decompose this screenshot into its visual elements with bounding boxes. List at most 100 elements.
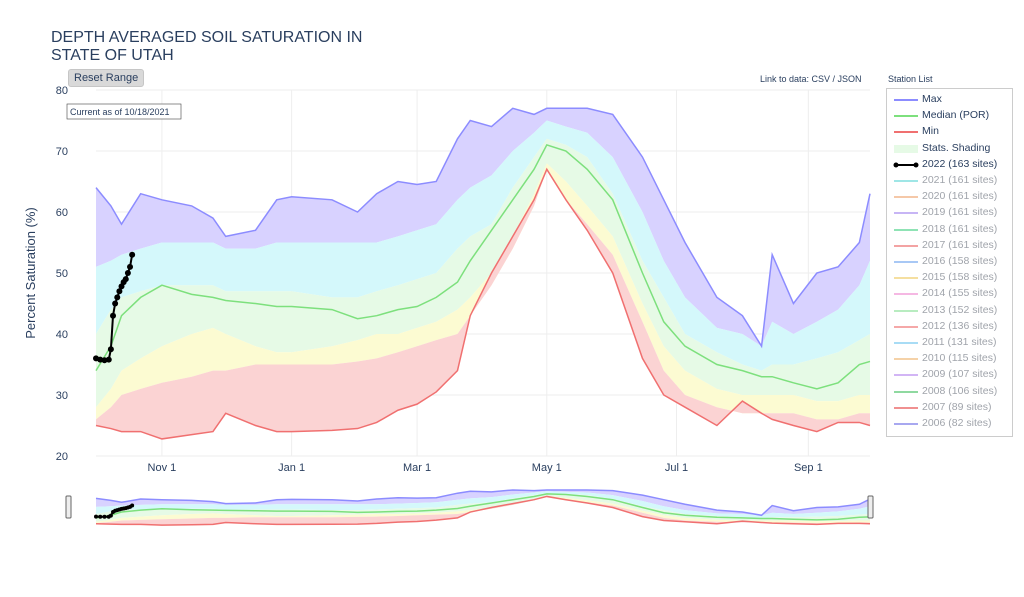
main-plot	[93, 107, 871, 440]
legend-label: Max	[922, 93, 942, 105]
legend-label: 2008 (106 sites)	[922, 384, 998, 397]
legend-label: 2018 (161 sites)	[922, 222, 998, 235]
legend-label: 2021 (161 sites)	[922, 174, 998, 186]
legend-label: 2010 (115 sites)	[922, 352, 997, 365]
y-tick-label: 20	[56, 451, 68, 463]
y-tick-label: 30	[56, 390, 68, 402]
legend-label: 2017 (161 sites)	[922, 238, 998, 251]
legend: Max Median (POR) Min Stats. Shading 2022 (16…	[886, 88, 1013, 437]
legend-label: 2013 (152 sites)	[922, 303, 998, 316]
legend-swatch	[894, 293, 918, 296]
legend-item[interactable]: 2013 (152 sites)	[887, 303, 1012, 318]
legend-label: 2015 (158 sites)	[922, 271, 998, 284]
y-tick-label: 40	[56, 329, 68, 341]
current-year-point	[114, 294, 121, 301]
current-year-point-mini	[130, 503, 135, 508]
current-year-point	[127, 263, 134, 270]
range-handle-right[interactable]	[867, 495, 874, 519]
annotation-box	[66, 103, 182, 120]
current-year-point	[107, 346, 114, 353]
legend-swatch	[894, 244, 918, 247]
legend-item[interactable]: 2009 (107 sites)	[887, 367, 1012, 382]
legend-item[interactable]: 2015 (158 sites)	[887, 270, 1012, 285]
y-tick-label: 80	[56, 85, 68, 97]
legend-label: Stats. Shading	[922, 141, 991, 154]
legend-item[interactable]: 2022 (163 sites)	[887, 157, 1012, 172]
station-list-link[interactable]: Station List	[888, 74, 933, 84]
current-year-point	[122, 276, 129, 283]
legend-swatch	[894, 228, 918, 231]
legend-item[interactable]: 2019 (161 sites)	[887, 205, 1012, 220]
legend-item[interactable]: 2007 (89 sites)	[887, 400, 1012, 415]
legend-label: 2007 (89 sites)	[922, 400, 992, 413]
legend-item[interactable]: 2020 (161 sites)	[887, 189, 1012, 204]
legend-item[interactable]: 2014 (155 sites)	[887, 286, 1012, 301]
legend-item[interactable]: 2008 (106 sites)	[887, 384, 1012, 399]
range-handle-left[interactable]	[65, 495, 72, 519]
legend-swatch	[894, 196, 918, 199]
legend-swatch	[894, 115, 918, 118]
legend-label: 2012 (136 sites)	[922, 319, 998, 332]
legend-swatch	[894, 325, 918, 328]
legend-item[interactable]: 2018 (161 sites)	[887, 222, 1012, 237]
median-line	[95, 143, 871, 390]
legend-label: 2006 (82 sites)	[922, 417, 992, 429]
legend-swatch	[894, 423, 918, 425]
legend-item[interactable]: Median (POR)	[887, 108, 1012, 123]
legend-item[interactable]: Max	[887, 92, 1012, 107]
legend-swatch	[894, 309, 918, 312]
reset-range-button[interactable]: Reset Range	[68, 69, 145, 87]
legend-label: 2009 (107 sites)	[922, 368, 998, 381]
legend-item[interactable]: 2006 (82 sites)	[887, 416, 1012, 431]
legend-item[interactable]: 2016 (158 sites)	[887, 254, 1012, 269]
legend-swatch	[894, 406, 918, 409]
y-tick-label: 60	[56, 207, 68, 219]
legend-item[interactable]: Min	[887, 124, 1012, 139]
legend-swatch	[894, 277, 918, 280]
x-tick-label: Jan 1	[278, 462, 305, 474]
legend-item[interactable]: 2011 (131 sites)	[887, 335, 1012, 350]
data-link[interactable]: Link to data: CSV / JSON	[760, 74, 862, 84]
legend-item[interactable]: Stats. Shading	[887, 141, 1012, 156]
x-tick-label: Nov 1	[148, 462, 177, 474]
legend-label: 2020 (161 sites)	[922, 190, 998, 203]
band-p90-p70-mini	[96, 491, 870, 518]
legend-item[interactable]: 2010 (115 sites)	[887, 351, 1012, 366]
max-line-mini	[95, 489, 871, 517]
legend-swatch	[893, 162, 919, 168]
legend-item[interactable]: 2021 (161 sites)	[887, 173, 1012, 188]
range-slider	[94, 489, 871, 526]
max-line	[95, 107, 871, 349]
legend-swatch	[894, 374, 918, 377]
y-axis-title: Percent Saturation (%)	[23, 207, 38, 339]
current-year-point-mini	[108, 513, 113, 518]
legend-label: 2011 (131 sites)	[922, 336, 997, 348]
x-tick-label: Sep 1	[794, 462, 823, 474]
current-year-point-mini	[94, 514, 98, 519]
min-line	[95, 167, 871, 440]
band-p10-min	[96, 169, 870, 439]
band-p10-min-mini	[96, 496, 870, 526]
legend-label: 2019 (161 sites)	[922, 206, 998, 219]
legend-label: 2014 (155 sites)	[922, 287, 998, 300]
legend-item[interactable]: 2017 (161 sites)	[887, 238, 1012, 253]
x-tick-label: May 1	[532, 462, 562, 474]
x-tick-label: Mar 1	[403, 462, 431, 474]
current-year-point	[124, 270, 131, 276]
legend-item[interactable]: 2012 (136 sites)	[887, 319, 1012, 334]
current-year-point-mini	[98, 514, 103, 519]
legend-swatch	[894, 212, 918, 215]
current-year-point-mini	[102, 514, 107, 519]
legend-swatch	[894, 144, 918, 153]
legend-label: 2022 (163 sites)	[922, 157, 998, 170]
legend-swatch	[894, 131, 918, 134]
current-year-point	[129, 251, 136, 258]
current-year-point	[116, 288, 123, 295]
y-tick-label: 70	[56, 146, 68, 158]
y-tick-label: 50	[56, 268, 68, 280]
legend-swatch	[894, 99, 918, 101]
current-year-point	[110, 312, 117, 319]
band-max-p90-mini	[96, 489, 870, 516]
legend-label: Median (POR)	[922, 109, 990, 122]
